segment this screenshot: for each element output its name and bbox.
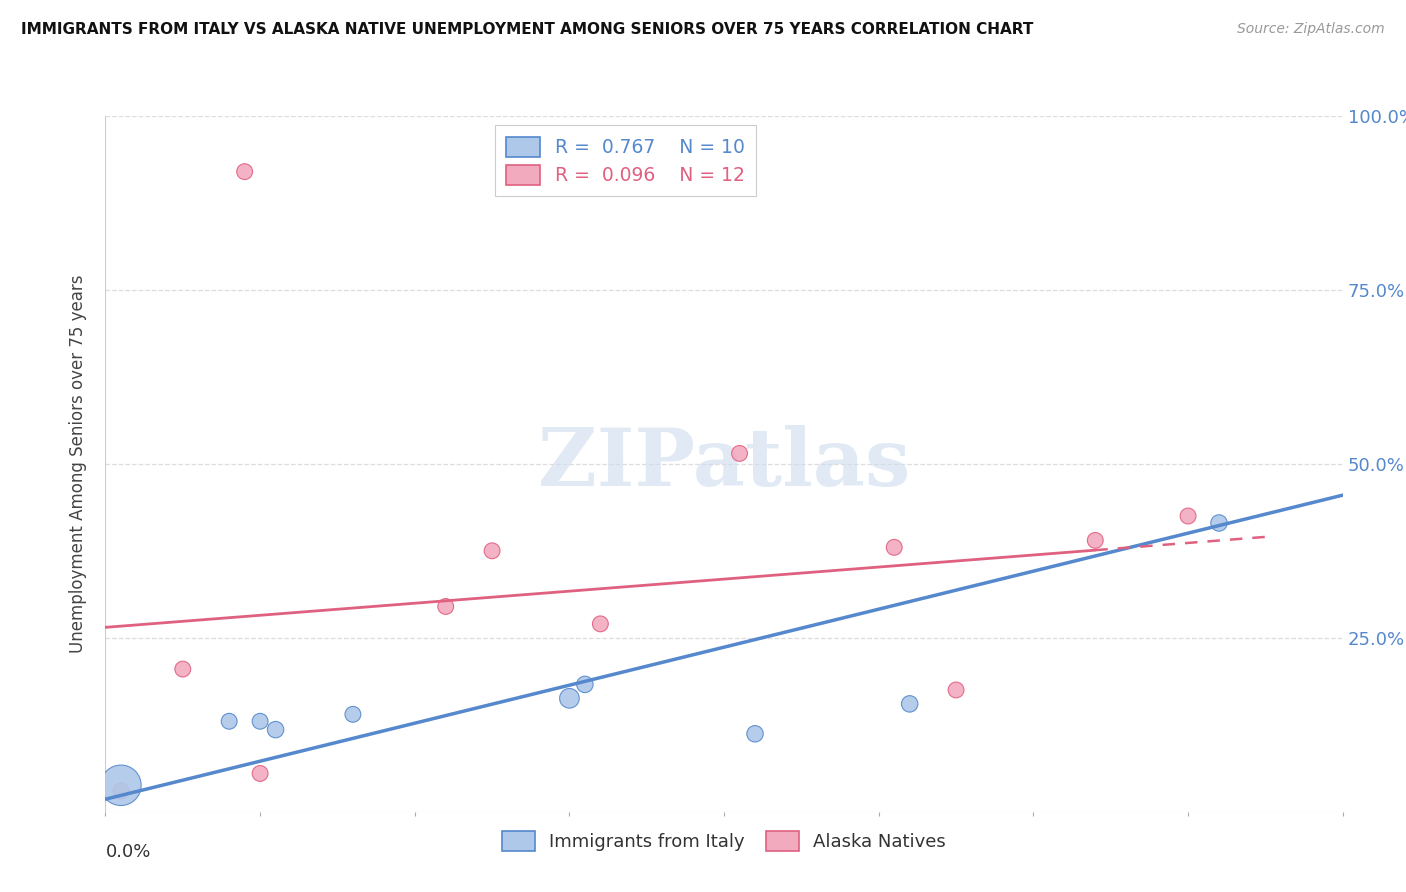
Point <box>172 662 194 676</box>
Point <box>249 714 271 729</box>
Point <box>481 544 503 558</box>
Point <box>1084 533 1107 548</box>
Y-axis label: Unemployment Among Seniors over 75 years: Unemployment Among Seniors over 75 years <box>69 275 87 653</box>
Text: Source: ZipAtlas.com: Source: ZipAtlas.com <box>1237 22 1385 37</box>
Point <box>249 766 271 780</box>
Point <box>558 691 581 706</box>
Point <box>110 778 132 792</box>
Point <box>945 683 967 698</box>
Point <box>264 723 287 737</box>
Point <box>1177 508 1199 523</box>
Point <box>574 677 596 691</box>
Point <box>728 446 751 460</box>
Point <box>233 164 256 178</box>
Point <box>434 599 457 614</box>
Point <box>883 541 905 555</box>
Legend: Immigrants from Italy, Alaska Natives: Immigrants from Italy, Alaska Natives <box>495 824 953 858</box>
Point <box>218 714 240 729</box>
Text: IMMIGRANTS FROM ITALY VS ALASKA NATIVE UNEMPLOYMENT AMONG SENIORS OVER 75 YEARS : IMMIGRANTS FROM ITALY VS ALASKA NATIVE U… <box>21 22 1033 37</box>
Point <box>898 697 921 711</box>
Point <box>342 707 364 722</box>
Point <box>110 784 132 798</box>
Point <box>744 727 766 741</box>
Point <box>1208 516 1230 530</box>
Text: ZIPatlas: ZIPatlas <box>538 425 910 503</box>
Point <box>589 616 612 631</box>
Text: 0.0%: 0.0% <box>105 843 150 861</box>
